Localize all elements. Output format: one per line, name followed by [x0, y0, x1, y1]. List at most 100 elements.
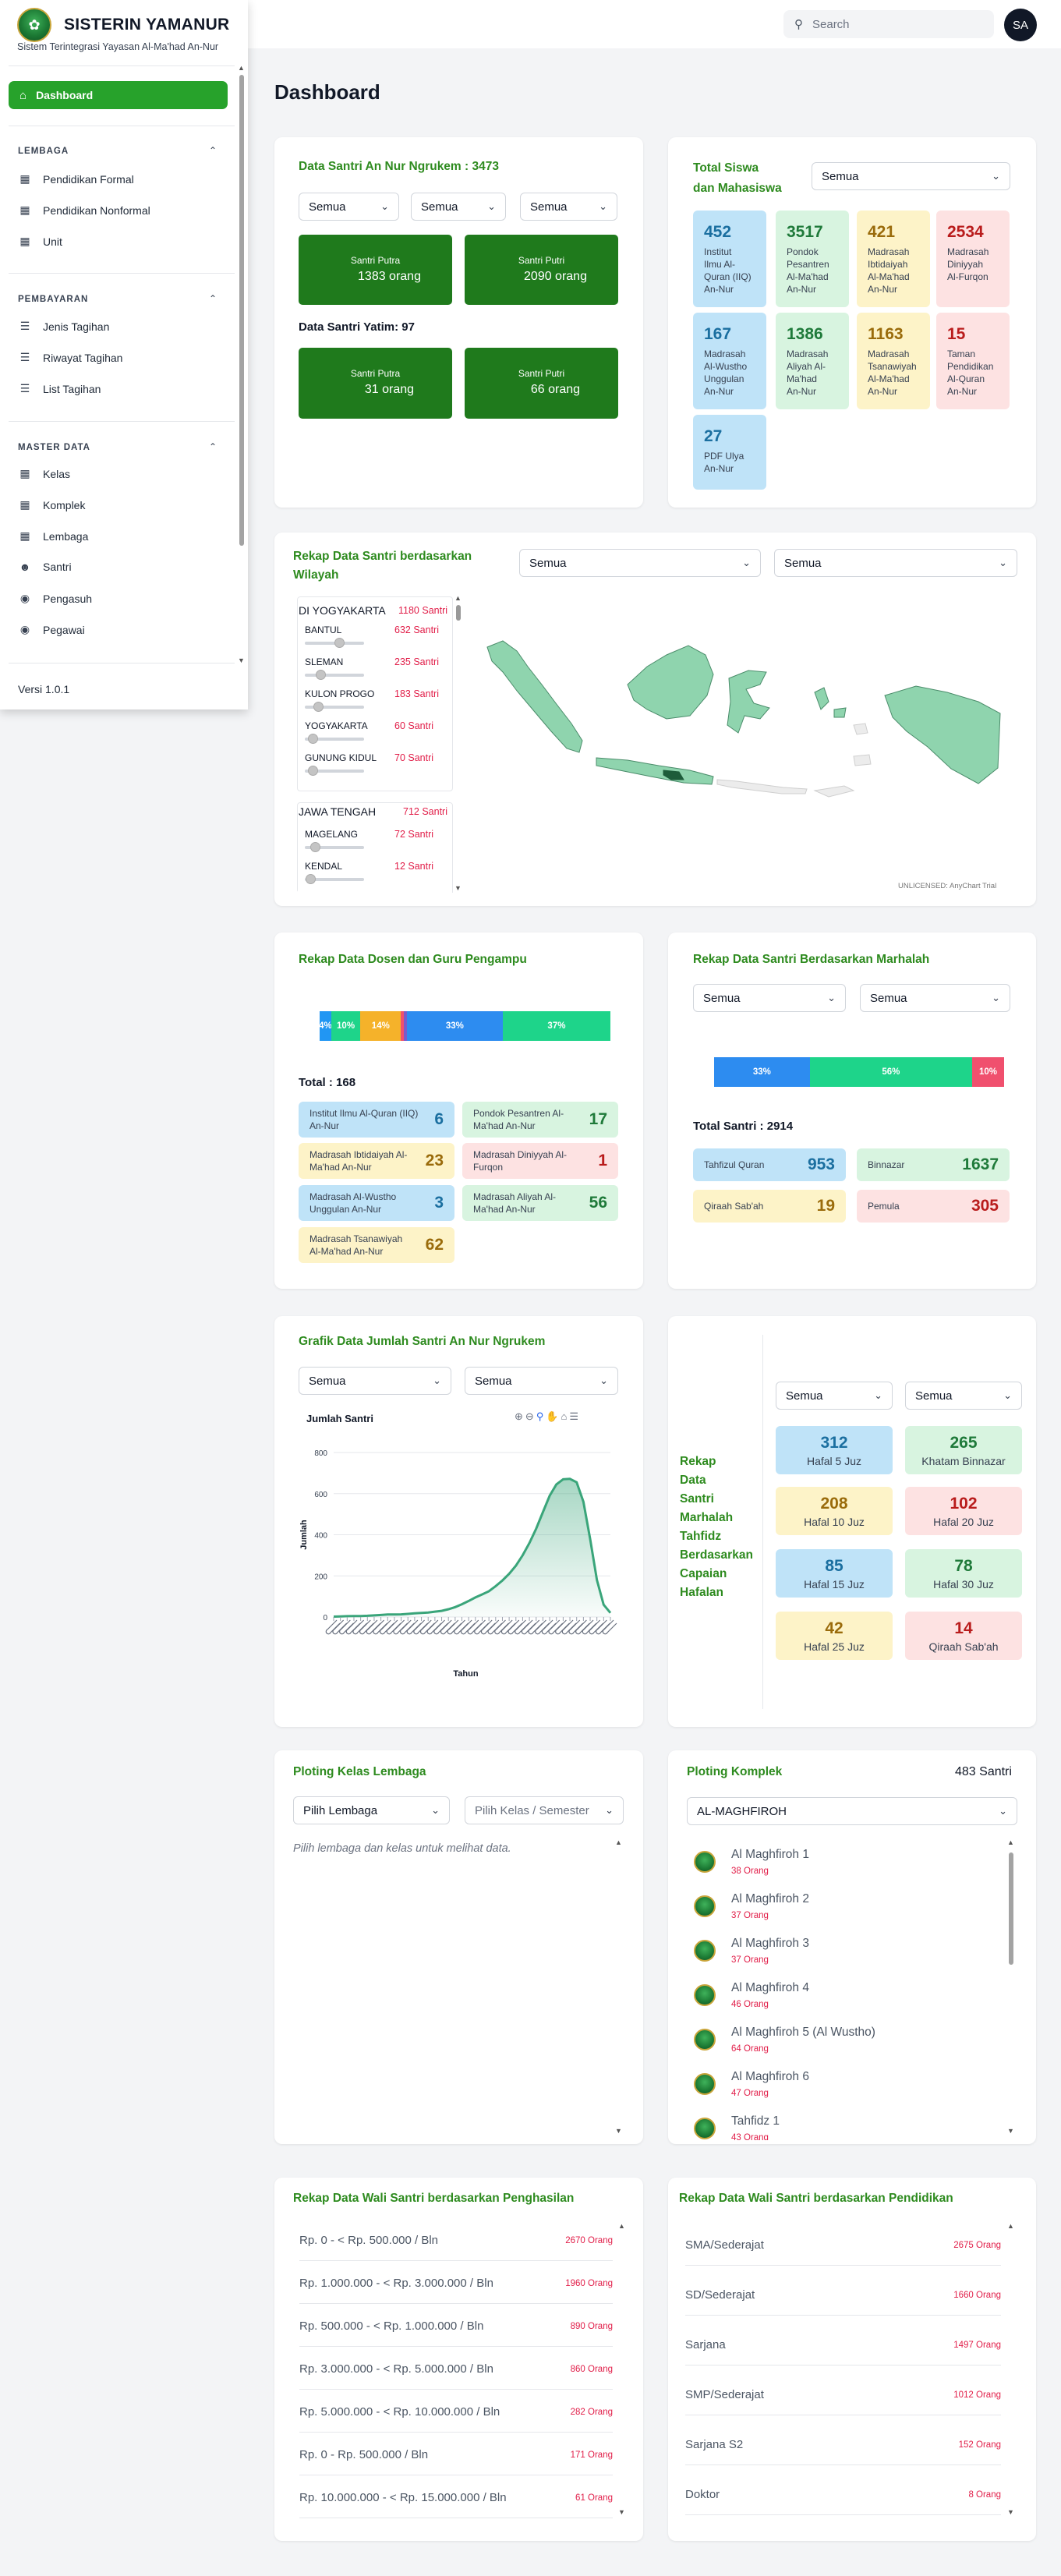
kelas-select[interactable]: Pilih Kelas / Semester ⌄: [465, 1796, 624, 1824]
marhalah-stacked-bar[interactable]: 33% 56% 10%: [714, 1057, 1004, 1087]
total-tile[interactable]: 27 PDF Ulya An-Nur: [693, 415, 766, 490]
total-tile[interactable]: 2534 Madrasah Diniyyah Al-Furqon: [936, 211, 1010, 307]
marhalah-tile[interactable]: Binnazar 1637: [857, 1148, 1010, 1181]
zoom-out-icon[interactable]: ⊖: [525, 1410, 536, 1422]
total-tile[interactable]: 1386 Madrasah Aliyah Al- Ma'had An-Nur: [776, 313, 849, 409]
sidebar-item-pengasuh[interactable]: ◉ Pengasuh: [18, 592, 92, 605]
stack-segment[interactable]: [404, 1011, 407, 1041]
stack-segment[interactable]: 33%: [406, 1011, 503, 1041]
search-input[interactable]: ⚲ Search: [783, 10, 994, 38]
dosen-tile[interactable]: Madrasah Diniyyah Al- Furqon 1: [462, 1143, 618, 1179]
sidebar-item-santri[interactable]: ☻ Santri: [18, 561, 72, 573]
filter-select[interactable]: Semua ⌄: [411, 193, 506, 221]
list-scrollbar[interactable]: [456, 605, 461, 621]
komplek-item[interactable]: Al Maghfiroh 4 46 Orang: [694, 1981, 809, 2009]
komplek-item[interactable]: Tahfidz 1 43 Orang: [694, 2114, 780, 2140]
hafalan-tile[interactable]: 42 Hafal 25 Juz: [776, 1612, 893, 1660]
dosen-stacked-bar[interactable]: 4% 10% 14% 33% 37%: [319, 1011, 610, 1041]
filter-select[interactable]: Semua ⌄: [465, 1367, 618, 1395]
slider-knob[interactable]: [308, 766, 319, 776]
scroll-down-icon[interactable]: ▼: [615, 2127, 622, 2135]
subregion-slider[interactable]: [305, 766, 364, 776]
marhalah-tile[interactable]: Pemula 305: [857, 1190, 1010, 1223]
hafalan-tile[interactable]: 85 Hafal 15 Juz: [776, 1549, 893, 1598]
sidebar-item-kelas[interactable]: ▦ Kelas: [18, 467, 70, 480]
scroll-down-icon[interactable]: ▼: [1007, 2508, 1014, 2516]
slider-knob[interactable]: [334, 638, 345, 648]
komplek-item[interactable]: Al Maghfiroh 2 37 Orang: [694, 1892, 809, 1920]
hafalan-tile[interactable]: 78 Hafal 30 Juz: [905, 1549, 1022, 1598]
scroll-up-icon[interactable]: ▲: [618, 2222, 625, 2230]
sidebar-item-jenis-tagihan[interactable]: ☰ Jenis Tagihan: [18, 320, 110, 333]
subregion-slider[interactable]: [305, 734, 364, 744]
chevron-up-icon[interactable]: ⌃: [209, 441, 218, 452]
slider-knob[interactable]: [316, 670, 326, 680]
total-tile[interactable]: 3517 Pondok Pesantren Al-Ma'had An-Nur: [776, 211, 849, 307]
komplek-item[interactable]: Al Maghfiroh 1 38 Orang: [694, 1848, 809, 1876]
slider-knob[interactable]: [307, 734, 318, 744]
stack-segment[interactable]: 10%: [972, 1057, 1004, 1087]
stack-segment[interactable]: 14%: [360, 1011, 401, 1041]
filter-select[interactable]: Semua ⌄: [519, 549, 761, 577]
avatar[interactable]: SA: [1004, 9, 1037, 41]
stack-segment[interactable]: 37%: [502, 1011, 610, 1041]
stack-segment[interactable]: [401, 1011, 405, 1041]
dosen-tile[interactable]: Pondok Pesantren Al- Ma'had An-Nur 17: [462, 1102, 618, 1138]
chevron-up-icon[interactable]: ⌃: [209, 293, 218, 304]
filter-select[interactable]: Semua ⌄: [299, 193, 399, 221]
komplek-select[interactable]: AL-MAGHFIROH ⌄: [687, 1797, 1017, 1825]
filter-select[interactable]: Semua ⌄: [693, 984, 846, 1012]
menu-icon[interactable]: ☰: [569, 1410, 582, 1422]
dosen-tile[interactable]: Madrasah Tsanawiyah Al-Ma'had An-Nur 62: [299, 1227, 454, 1263]
total-tile[interactable]: 1163 Madrasah Tsanawiyah Al-Ma'had An-Nur: [857, 313, 930, 409]
slider-knob[interactable]: [313, 702, 324, 712]
sidebar-item-list-tagihan[interactable]: ☰ List Tagihan: [18, 382, 101, 395]
slider-knob[interactable]: [306, 874, 317, 884]
scroll-up-icon[interactable]: ▲: [238, 64, 245, 72]
stack-segment[interactable]: 4%: [319, 1011, 332, 1041]
subregion-slider[interactable]: [305, 670, 364, 680]
scroll-up-icon[interactable]: ▲: [1007, 1838, 1014, 1846]
sidebar-item-lembaga[interactable]: ▦ Lembaga: [18, 529, 88, 543]
scroll-down-icon[interactable]: ▼: [1007, 2127, 1014, 2135]
hafalan-tile[interactable]: 14 Qiraah Sab'ah: [905, 1612, 1022, 1660]
total-tile[interactable]: 452 Institut Ilmu Al- Quran (IIQ) An-Nur: [693, 211, 766, 307]
komplek-item[interactable]: Al Maghfiroh 6 47 Orang: [694, 2070, 809, 2098]
sidebar-scrollbar[interactable]: [239, 75, 244, 546]
sidebar-item-komplek[interactable]: ▦ Komplek: [18, 498, 85, 511]
lembaga-select[interactable]: Pilih Lembaga ⌄: [293, 1796, 450, 1824]
marhalah-tile[interactable]: Tahfizul Quran 953: [693, 1148, 846, 1181]
total-tile[interactable]: 421 Madrasah Ibtidaiyah Al-Ma'had An-Nur: [857, 211, 930, 307]
scroll-up-icon[interactable]: ▲: [615, 1838, 622, 1846]
hafalan-tile[interactable]: 312 Hafal 5 Juz: [776, 1426, 893, 1474]
sidebar-item-pendidikan-nonformal[interactable]: ▦ Pendidikan Nonformal: [18, 203, 150, 217]
wilayah-list[interactable]: DI YOGYAKARTA 1180 Santri BANTUL 632 Sant…: [297, 596, 461, 893]
total-tile[interactable]: 15 Taman Pendidikan Al-Quran An-Nur: [936, 313, 1010, 409]
filter-select[interactable]: Semua ⌄: [299, 1367, 451, 1395]
jumlah-santri-chart[interactable]: 0 200 400 600 800 Jumlah Tahun: [299, 1433, 618, 1690]
stack-segment[interactable]: 33%: [714, 1057, 810, 1087]
filter-select[interactable]: Semua ⌄: [776, 1382, 893, 1410]
dosen-tile[interactable]: Madrasah Al-Wustho Unggulan An-Nur 3: [299, 1185, 454, 1221]
slider-knob[interactable]: [310, 842, 320, 852]
filter-select[interactable]: Semua ⌄: [905, 1382, 1022, 1410]
chevron-up-icon[interactable]: ⌃: [209, 145, 218, 156]
hafalan-tile[interactable]: 208 Hafal 10 Juz: [776, 1487, 893, 1535]
subregion-slider[interactable]: [305, 874, 364, 884]
hafalan-tile[interactable]: 102 Hafal 20 Juz: [905, 1487, 1022, 1535]
home-icon[interactable]: ⌂: [561, 1410, 570, 1422]
scroll-down-icon[interactable]: ▼: [618, 2508, 625, 2516]
subregion-slider[interactable]: [305, 638, 364, 648]
sidebar-item-dashboard[interactable]: ⌂ Dashboard: [9, 81, 228, 109]
scroll-up-icon[interactable]: ▲: [1007, 2222, 1014, 2230]
sidebar-item-unit[interactable]: ▦ Unit: [18, 235, 62, 248]
scroll-up-icon[interactable]: ▲: [454, 594, 462, 602]
dosen-tile[interactable]: Madrasah Ibtidaiyah Al- Ma'had An-Nur 23: [299, 1143, 454, 1179]
logo[interactable]: ✿ SISTERIN YAMANUR: [17, 8, 230, 42]
filter-select[interactable]: Semua ⌄: [812, 162, 1010, 190]
komplek-list[interactable]: Al Maghfiroh 1 38 Orang Al Maghfiroh 2 37 O…: [687, 1840, 1017, 2140]
scroll-down-icon[interactable]: ▼: [238, 656, 245, 664]
marhalah-tile[interactable]: Qiraah Sab'ah 19: [693, 1190, 846, 1223]
stack-segment[interactable]: 56%: [809, 1057, 973, 1087]
subregion-slider[interactable]: [305, 842, 364, 852]
